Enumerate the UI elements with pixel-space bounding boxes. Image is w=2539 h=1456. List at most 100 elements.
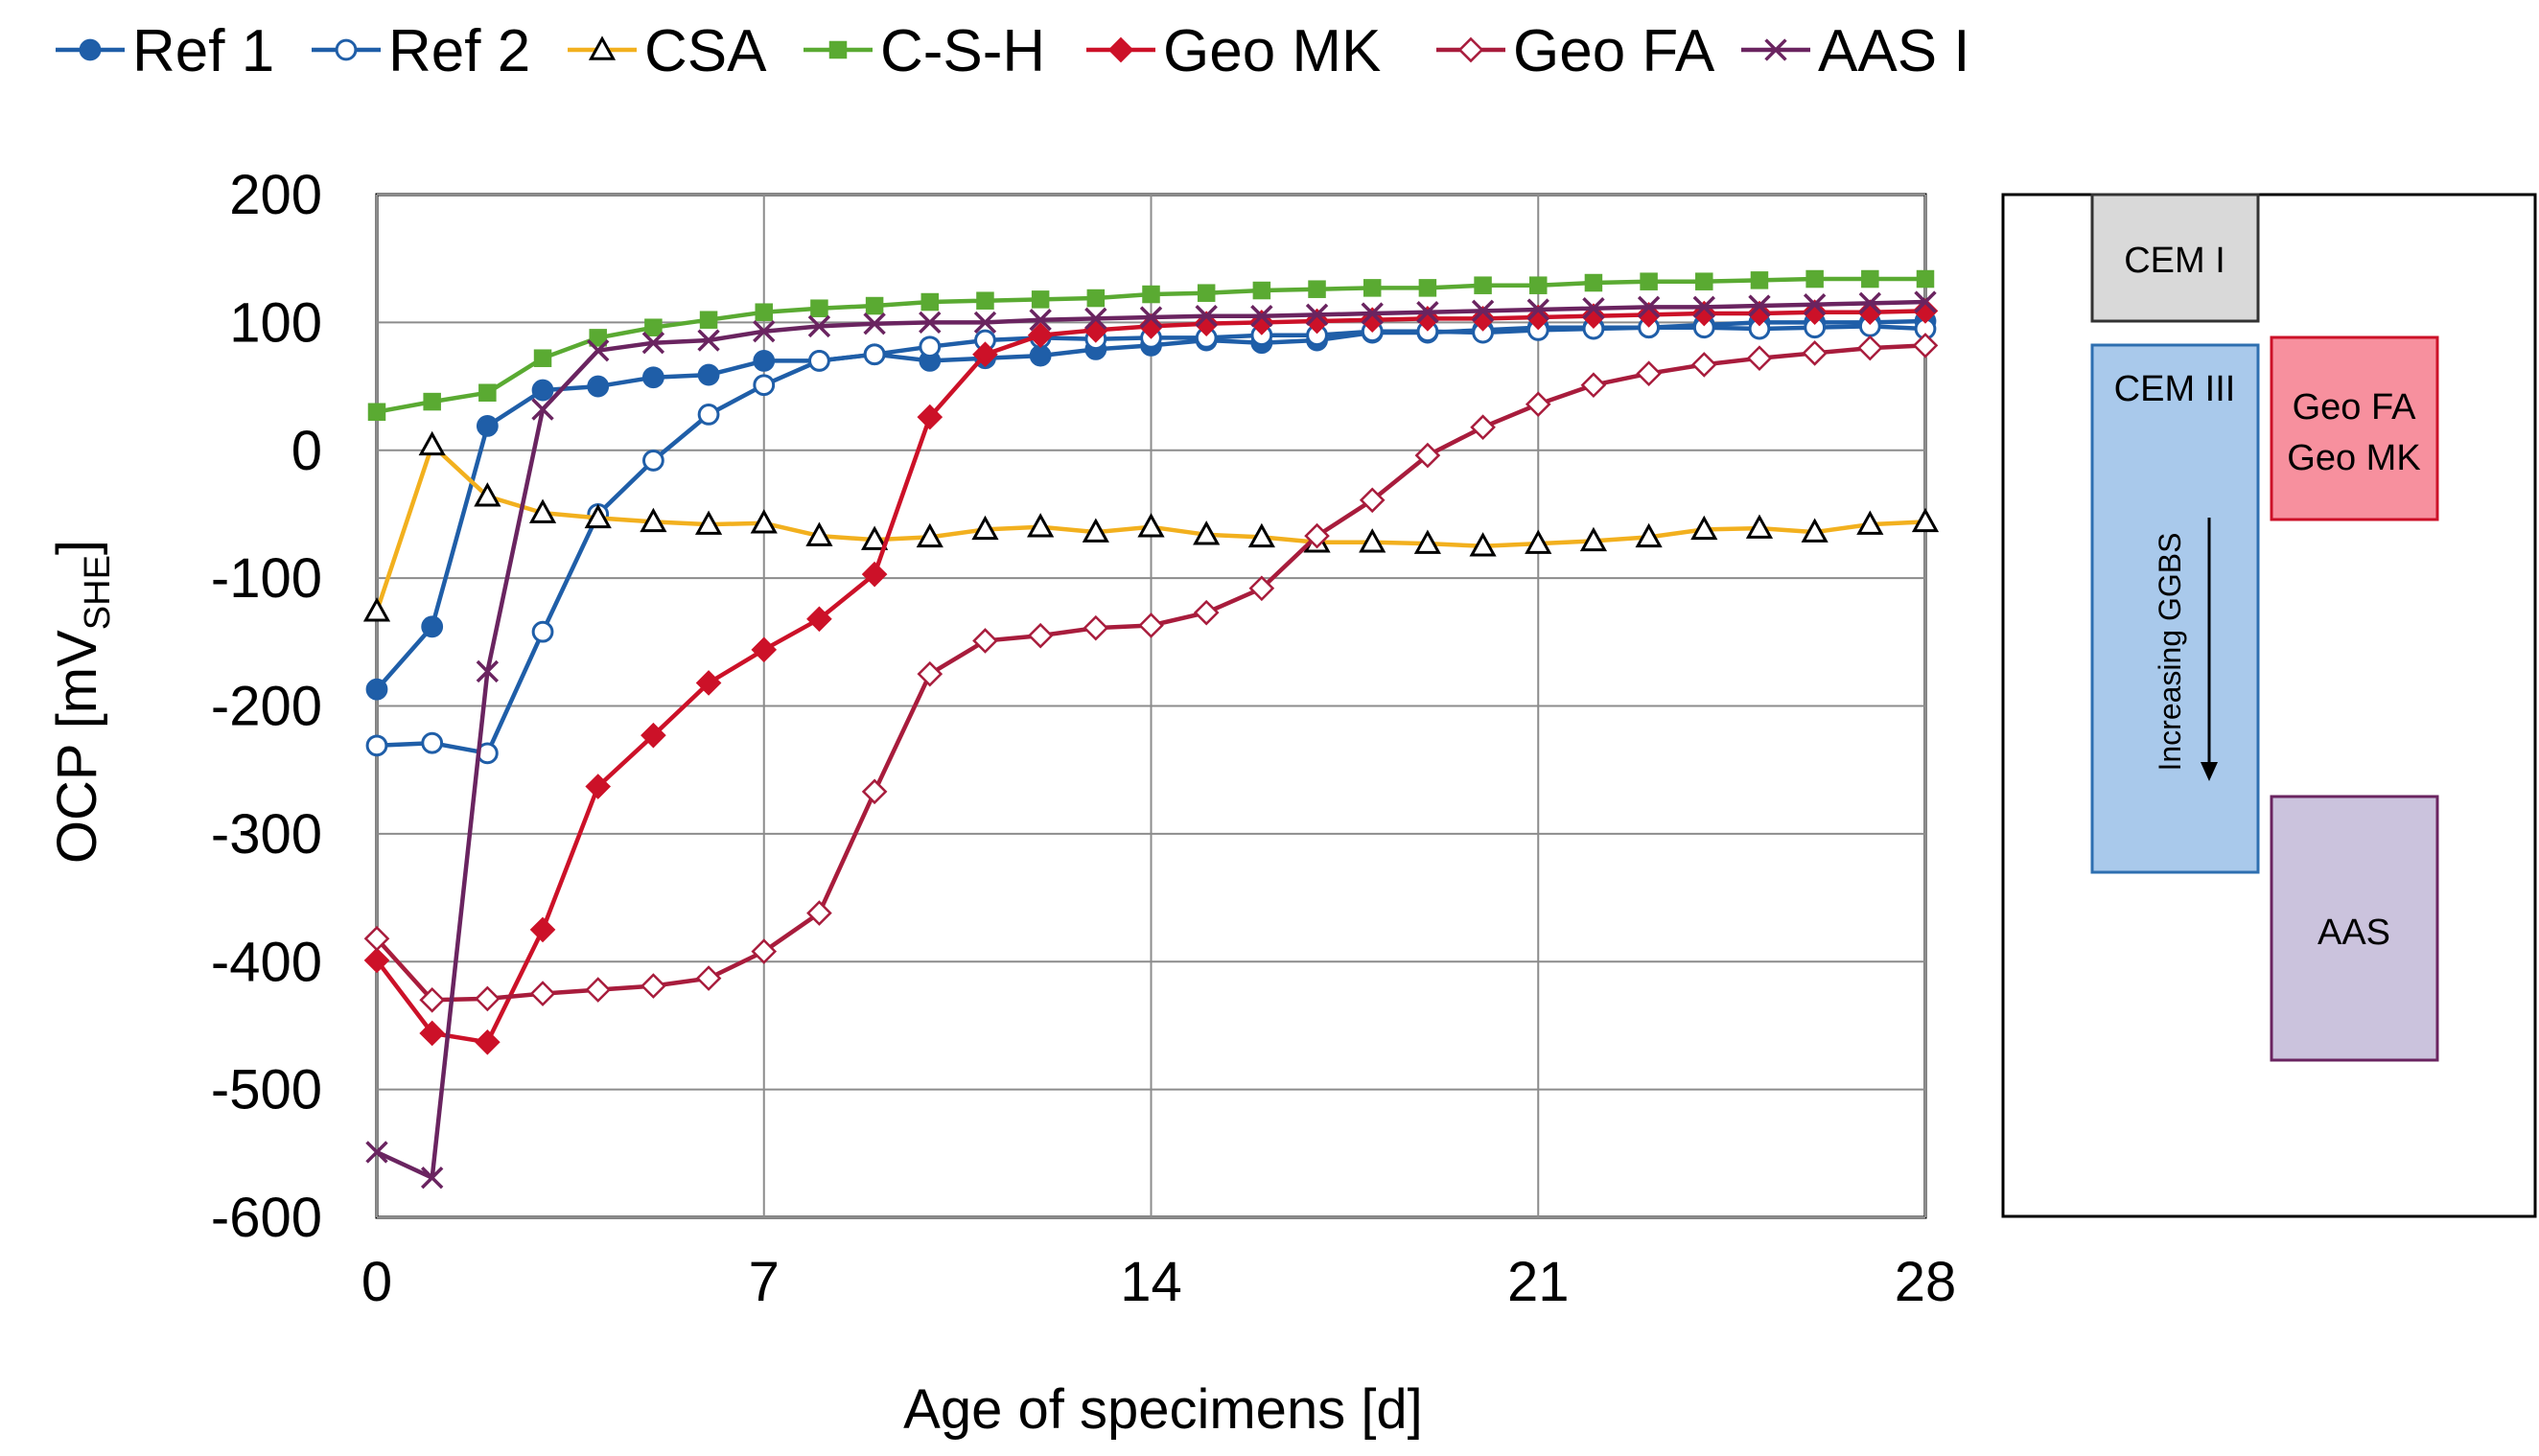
geo-fa-label: Geo FA bbox=[2293, 387, 2416, 428]
series-csa bbox=[362, 430, 1940, 622]
x-axis-title: Age of specimens [d] bbox=[903, 1378, 1423, 1441]
data-point-geo-fa bbox=[585, 977, 612, 1003]
data-point-c-s-h bbox=[478, 383, 497, 402]
data-point-geo-fa bbox=[1248, 575, 1275, 602]
data-point-c-s-h bbox=[1640, 272, 1658, 290]
data-point-ref-1 bbox=[531, 379, 554, 402]
legend-marker-aas-i bbox=[1764, 38, 1787, 61]
data-point-geo-mk bbox=[475, 1028, 501, 1055]
data-point-ref-1 bbox=[476, 415, 499, 437]
gridlines bbox=[376, 194, 1926, 1218]
data-point-aas-i bbox=[919, 311, 942, 335]
data-point-c-s-h bbox=[1529, 276, 1548, 294]
data-point-c-s-h bbox=[367, 403, 386, 421]
data-point-csa bbox=[1690, 515, 1718, 541]
data-point-geo-mk bbox=[363, 947, 390, 974]
data-point-aas-i bbox=[1526, 298, 1549, 321]
y-axis-title-main: OCP [mV bbox=[46, 630, 108, 864]
data-point-csa bbox=[362, 597, 391, 622]
legend-marker-c-s-h bbox=[828, 40, 848, 59]
data-point-geo-mk bbox=[806, 606, 832, 633]
data-point-csa bbox=[750, 509, 778, 534]
data-point-csa bbox=[1801, 518, 1829, 543]
series-geo-fa bbox=[363, 333, 1939, 1013]
legend-marker-geo-fa bbox=[1457, 36, 1484, 63]
data-point-c-s-h bbox=[1750, 271, 1769, 289]
data-point-aas-i bbox=[365, 1141, 388, 1164]
data-point-aas-i bbox=[1250, 305, 1273, 328]
data-point-ref-2 bbox=[753, 374, 776, 397]
data-point-csa bbox=[694, 510, 723, 535]
data-point-geo-fa bbox=[917, 660, 943, 687]
data-point-geo-mk bbox=[585, 774, 612, 799]
y-tick-label: -300 bbox=[211, 803, 322, 866]
data-point-aas-i bbox=[1139, 306, 1163, 329]
data-point-ref-2 bbox=[365, 734, 388, 757]
aas-box bbox=[2270, 795, 2439, 1062]
data-point-csa bbox=[1469, 532, 1497, 557]
data-point-csa bbox=[805, 521, 833, 546]
data-point-geo-mk bbox=[1027, 322, 1054, 349]
data-point-ref-2 bbox=[808, 349, 830, 372]
data-point-geo-fa bbox=[1912, 333, 1939, 358]
data-point-csa bbox=[1137, 513, 1165, 538]
data-point-geo-fa bbox=[1083, 614, 1109, 641]
data-point-aas-i bbox=[1914, 290, 1937, 313]
legend-label-ref-1: Ref 1 bbox=[132, 18, 274, 84]
legend-item-csa: CSA bbox=[568, 18, 767, 84]
svg-text:OCP [mVSHE]: OCP [mVSHE] bbox=[46, 540, 118, 864]
series-c-s-h bbox=[367, 269, 1935, 421]
data-point-geo-mk bbox=[972, 341, 998, 368]
data-point-geo-fa bbox=[529, 981, 556, 1006]
data-point-geo-mk bbox=[861, 561, 888, 588]
data-point-ref-1 bbox=[641, 366, 664, 389]
data-point-geo-fa bbox=[861, 778, 888, 805]
legend-marker-ref-2 bbox=[335, 38, 358, 61]
data-point-c-s-h bbox=[1086, 289, 1106, 308]
data-point-c-s-h bbox=[1861, 269, 1879, 289]
data-point-geo-mk bbox=[641, 722, 666, 749]
data-point-csa bbox=[418, 430, 446, 456]
data-point-ref-1 bbox=[753, 349, 776, 372]
data-point-csa bbox=[640, 507, 667, 533]
x-tick-label: 0 bbox=[361, 1251, 392, 1313]
data-point-geo-fa bbox=[1690, 352, 1717, 378]
data-point-geo-fa bbox=[1359, 487, 1386, 514]
geo-mk-label: Geo MK bbox=[2287, 438, 2420, 478]
legend-item-geo-mk: Geo MK bbox=[1086, 18, 1381, 84]
aas-label: AAS bbox=[2318, 913, 2390, 953]
data-point-geo-fa bbox=[475, 985, 501, 1012]
data-point-ref-2 bbox=[531, 620, 554, 643]
data-point-aas-i bbox=[1084, 307, 1107, 331]
legend-label-geo-fa: Geo FA bbox=[1513, 18, 1715, 84]
data-point-c-s-h bbox=[1142, 285, 1160, 304]
data-point-geo-fa bbox=[1470, 414, 1496, 441]
data-point-c-s-h bbox=[1695, 272, 1713, 290]
legend-label-csa: CSA bbox=[644, 18, 767, 84]
data-point-geo-fa bbox=[1138, 612, 1164, 638]
data-point-c-s-h bbox=[865, 296, 884, 315]
y-tick-labels: 200 100 0 -100 -200 -300 -400 -500 -600 bbox=[211, 164, 322, 1249]
x-tick-label: 14 bbox=[1120, 1251, 1182, 1313]
data-point-aas-i bbox=[641, 332, 665, 355]
data-point-c-s-h bbox=[810, 299, 828, 317]
x-tick-label: 7 bbox=[749, 1251, 780, 1313]
data-point-c-s-h bbox=[423, 392, 441, 411]
data-point-aas-i bbox=[1361, 302, 1384, 325]
data-point-geo-fa bbox=[1857, 335, 1883, 361]
data-point-ref-1 bbox=[421, 615, 444, 638]
x-tick-labels: 0 7 14 21 28 bbox=[361, 1251, 1956, 1313]
data-point-ref-1 bbox=[587, 375, 610, 398]
x-tick-label: 28 bbox=[1895, 1251, 1957, 1313]
data-point-csa bbox=[1911, 507, 1940, 533]
data-point-c-s-h bbox=[976, 291, 994, 310]
data-point-ref-2 bbox=[641, 450, 664, 472]
data-point-aas-i bbox=[1637, 295, 1661, 319]
data-point-geo-mk bbox=[1525, 304, 1551, 331]
data-point-aas-i bbox=[1029, 309, 1052, 332]
data-point-c-s-h bbox=[699, 311, 718, 329]
data-point-geo-fa bbox=[1525, 391, 1551, 418]
data-point-c-s-h bbox=[533, 349, 552, 367]
y-axis-title: OCP [mVSHE] bbox=[46, 540, 118, 864]
